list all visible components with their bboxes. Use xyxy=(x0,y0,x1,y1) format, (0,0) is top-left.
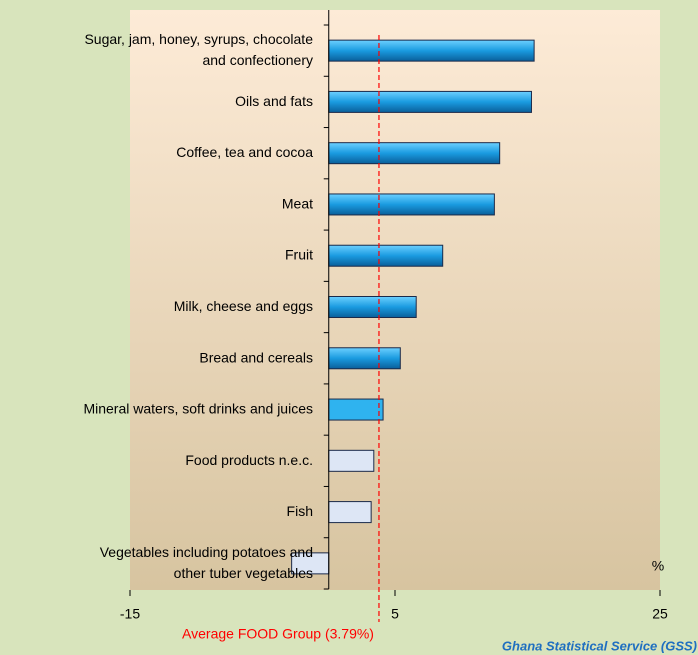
bar xyxy=(328,296,417,318)
y-tick-label: Milk, cheese and eggs xyxy=(174,298,313,314)
y-tick-label-line: Mineral waters, soft drinks and juices xyxy=(83,400,313,416)
y-tick-label-line: Meat xyxy=(282,195,313,211)
y-tick-label: Coffee, tea and cocoa xyxy=(176,144,313,160)
y-tick-label-line: Milk, cheese and eggs xyxy=(174,298,313,314)
bar xyxy=(328,244,444,267)
x-axis-label: % xyxy=(652,558,664,574)
bar xyxy=(328,449,375,472)
y-tick-label: Sugar, jam, honey, syrups, chocolate and … xyxy=(84,31,313,68)
x-tick-label: 5 xyxy=(391,606,399,622)
bar xyxy=(328,347,401,370)
y-tick-label-line: Food products n.e.c. xyxy=(185,452,313,468)
y-tick-label-line: Vegetables including potatoes and xyxy=(100,544,313,560)
y-tick-label: Oils and fats xyxy=(235,93,313,109)
y-tick-label: Bread and cereals xyxy=(199,349,313,365)
y-tick-label: Fruit xyxy=(285,246,313,262)
y-tick-label-line: Sugar, jam, honey, syrups, chocolate xyxy=(84,31,313,47)
x-tick-label: -15 xyxy=(120,606,140,622)
bar xyxy=(328,90,532,113)
y-tick-label-line: Oils and fats xyxy=(235,93,313,109)
bar xyxy=(328,142,501,165)
y-tick-label: Food products n.e.c. xyxy=(185,452,313,468)
y-tick-label-line: other tuber vegetables xyxy=(174,565,313,581)
bar xyxy=(328,501,372,524)
y-tick-label-line: and confectionery xyxy=(202,52,313,68)
y-tick-label: Mineral waters, soft drinks and juices xyxy=(83,400,313,416)
y-tick-label-line: Fish xyxy=(287,503,313,519)
y-tick-label-line: Bread and cereals xyxy=(199,349,313,365)
y-tick-label: Vegetables including potatoes and other t… xyxy=(100,544,313,581)
reference-label: Average FOOD Group (3.79%) xyxy=(182,626,374,642)
y-tick-label-line: Fruit xyxy=(285,246,313,262)
source: Ghana Statistical Service (GSS) xyxy=(502,638,697,653)
bar xyxy=(328,193,495,216)
y-tick-label: Fish xyxy=(287,503,313,519)
bar xyxy=(328,398,384,421)
x-tick-label: 25 xyxy=(652,606,668,622)
bar xyxy=(328,39,535,62)
y-tick-label-line: Coffee, tea and cocoa xyxy=(176,144,313,160)
y-tick-label: Meat xyxy=(282,195,313,211)
